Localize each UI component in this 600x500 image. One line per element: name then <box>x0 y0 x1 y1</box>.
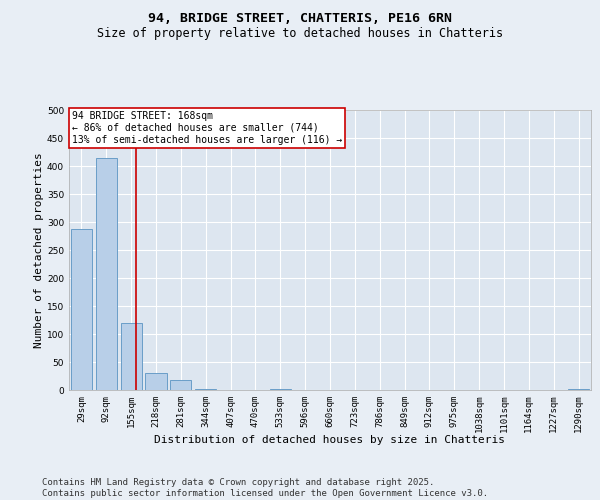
Y-axis label: Number of detached properties: Number of detached properties <box>34 152 44 348</box>
X-axis label: Distribution of detached houses by size in Chatteris: Distribution of detached houses by size … <box>155 436 505 446</box>
Text: 94, BRIDGE STREET, CHATTERIS, PE16 6RN: 94, BRIDGE STREET, CHATTERIS, PE16 6RN <box>148 12 452 26</box>
Bar <box>71 230 92 390</box>
Text: Size of property relative to detached houses in Chatteris: Size of property relative to detached ho… <box>97 28 503 40</box>
Text: Contains HM Land Registry data © Crown copyright and database right 2025.
Contai: Contains HM Land Registry data © Crown c… <box>42 478 488 498</box>
Bar <box>121 323 142 390</box>
Bar <box>145 373 167 390</box>
Bar <box>170 380 191 390</box>
Text: 94 BRIDGE STREET: 168sqm
← 86% of detached houses are smaller (744)
13% of semi-: 94 BRIDGE STREET: 168sqm ← 86% of detach… <box>71 112 342 144</box>
Bar <box>96 158 117 390</box>
